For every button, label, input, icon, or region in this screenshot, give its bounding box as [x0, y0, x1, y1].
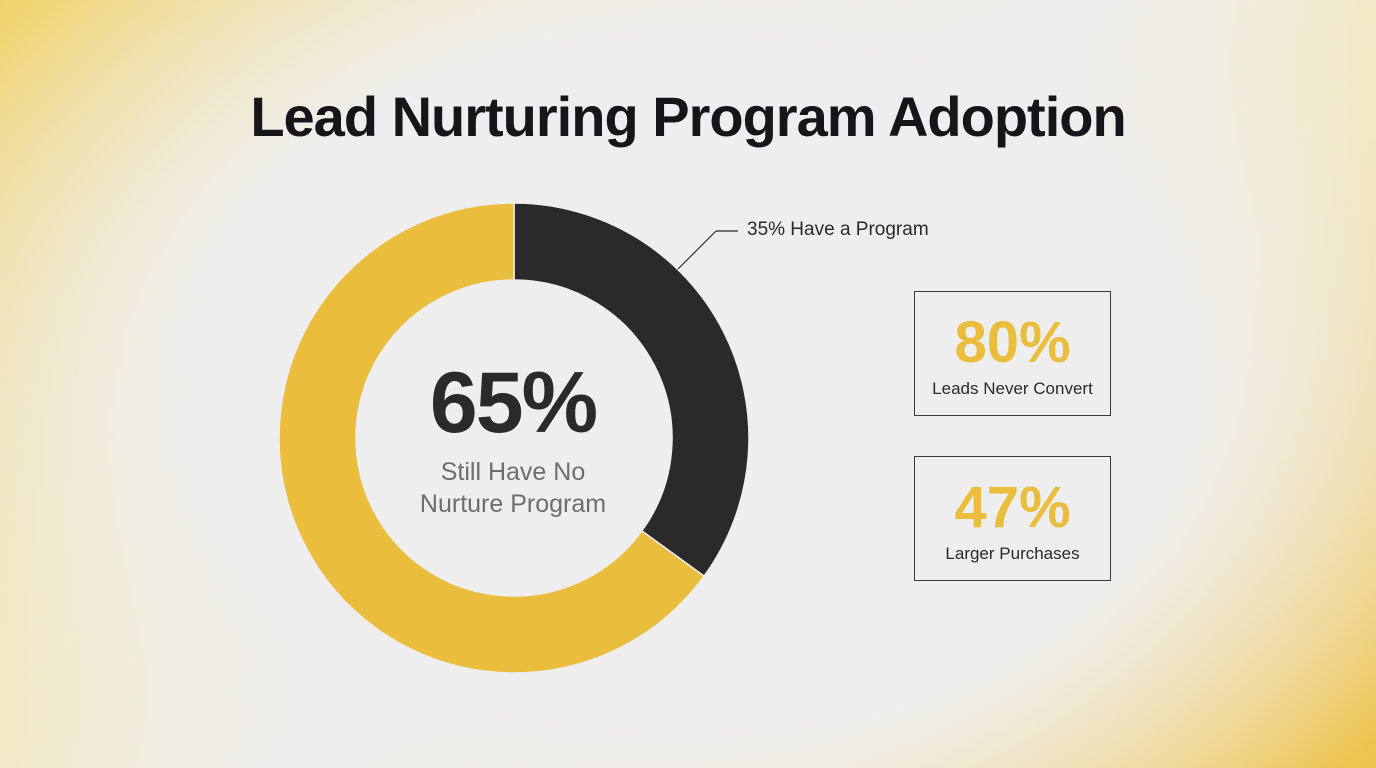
donut-slice-still-have-no-nurture-program — [278, 202, 706, 674]
callout-leader-line — [677, 230, 717, 270]
stat-value: 47% — [954, 475, 1071, 540]
donut-slices — [278, 202, 750, 674]
stat-value: 80% — [954, 310, 1071, 375]
stat-label: Larger Purchases — [945, 544, 1080, 563]
stat-card-larger-purchases: 47% Larger Purchases — [914, 456, 1111, 581]
donut-slice-have-a-program — [513, 202, 750, 578]
center-label-line1: Still Have No — [440, 458, 586, 486]
callout-label: 35% Have a Program — [747, 219, 929, 240]
stat-card-leads-never-convert: 80% Leads Never Convert — [914, 291, 1111, 416]
center-label-line2: Nurture Program — [419, 490, 607, 518]
center-label: Still Have No Nurture Program — [363, 456, 663, 520]
page-title: Lead Nurturing Program Adoption — [250, 85, 1126, 148]
stat-label: Leads Never Convert — [932, 379, 1093, 398]
center-value: 65% — [429, 355, 598, 451]
